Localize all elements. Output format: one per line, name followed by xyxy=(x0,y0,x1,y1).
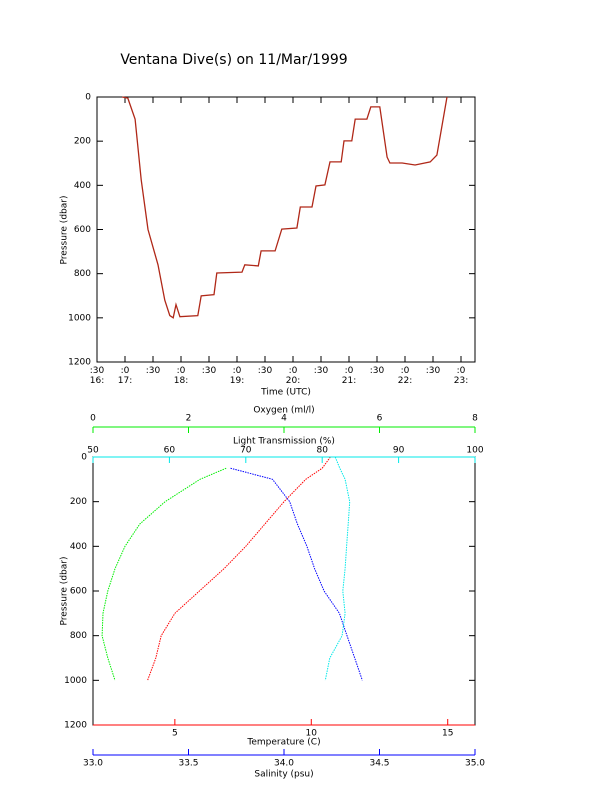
x-tick-label: 6 xyxy=(377,414,383,424)
plot-frame xyxy=(92,456,476,726)
y-tick-label: 200 xyxy=(74,137,91,147)
x-tick-label: 15 xyxy=(442,729,453,739)
chart-title: Ventana Dive(s) on 11/Mar/1999 xyxy=(120,52,347,68)
x-tick-label: 90 xyxy=(393,446,405,456)
x-tick-label: :0 23: xyxy=(453,366,469,386)
plot-frame xyxy=(96,96,476,363)
x-axis-label: Light Transmission (%) xyxy=(233,437,335,447)
x-axis-label: Salinity (psu) xyxy=(254,770,313,780)
x-tick-label: 34.0 xyxy=(274,759,294,769)
x-tick-label: 10 xyxy=(306,729,318,739)
profile-line xyxy=(101,467,227,681)
x-tick-label: 100 xyxy=(466,446,483,456)
y-tick-label: 600 xyxy=(74,225,91,235)
x-tick-label: :0 19: xyxy=(229,366,245,386)
profile-line xyxy=(324,456,351,681)
x-tick-label: :0 21: xyxy=(341,366,357,386)
y-tick-label: 800 xyxy=(70,631,87,641)
y-tick-label: 1200 xyxy=(68,358,91,368)
x-tick-label: 4 xyxy=(281,414,287,424)
profile-line xyxy=(230,467,363,681)
x-tick-label: :30 16: xyxy=(89,366,105,386)
y-tick-label: 800 xyxy=(74,269,91,279)
x-tick-label: 2 xyxy=(186,414,192,424)
x-tick-label: 80 xyxy=(316,446,328,456)
y-axis-label: Pressure (dbar) xyxy=(60,557,70,626)
x-tick-label: 33.5 xyxy=(178,759,198,769)
y-tick-label: 1000 xyxy=(64,676,87,686)
y-tick-label: 400 xyxy=(74,181,91,191)
x-tick-label: 8 xyxy=(472,414,478,424)
x-tick-label: :0 20: xyxy=(285,366,301,386)
x-tick-label: 35.0 xyxy=(465,759,485,769)
x-tick-label: :30 xyxy=(369,366,385,376)
y-axis-label: Pressure (dbar) xyxy=(60,196,70,265)
x-tick-label: :0 18: xyxy=(173,366,189,386)
x-tick-label: :30 xyxy=(257,366,273,376)
x-tick-label: 33.0 xyxy=(83,759,103,769)
y-tick-label: 1000 xyxy=(68,313,91,323)
x-tick-label: 50 xyxy=(87,446,99,456)
x-tick-label: :30 xyxy=(425,366,441,376)
profile-line xyxy=(147,456,331,681)
x-tick-label: :0 22: xyxy=(397,366,413,386)
x-tick-label: 34.5 xyxy=(369,759,389,769)
x-tick-label: :0 17: xyxy=(117,366,133,386)
x-tick-label: 0 xyxy=(90,414,96,424)
x-tick-label: :30 xyxy=(313,366,329,376)
x-tick-label: :30 xyxy=(201,366,217,376)
y-tick-label: 600 xyxy=(70,587,87,597)
x-axis-label: Time (UTC) xyxy=(260,388,311,398)
x-tick-label: 60 xyxy=(164,446,176,456)
x-axis-label: Temperature (C) xyxy=(246,738,320,748)
y-tick-label: 200 xyxy=(70,497,87,507)
x-axis-label: Oxygen (ml/l) xyxy=(253,406,314,416)
y-tick-label: 0 xyxy=(85,93,91,103)
y-tick-label: 400 xyxy=(70,542,87,552)
x-tick-label: 70 xyxy=(240,446,252,456)
y-tick-label: 0 xyxy=(81,453,87,463)
x-tick-label: :30 xyxy=(145,366,161,376)
x-tick-label: 5 xyxy=(172,729,178,739)
dive-track xyxy=(122,96,448,319)
y-tick-label: 1200 xyxy=(64,721,87,731)
